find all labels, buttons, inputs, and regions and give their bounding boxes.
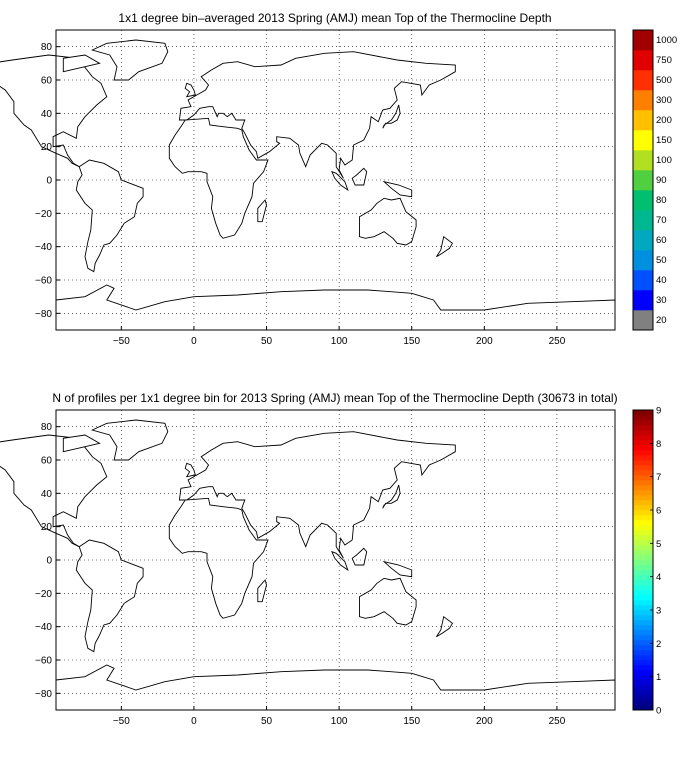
x-tick-label: −50 (113, 336, 130, 347)
colorbar-swatch (633, 50, 653, 71)
x-tick-label: 100 (331, 336, 348, 347)
colorbar-swatch (633, 310, 653, 331)
map-area (0, 30, 616, 331)
colorbar-label: 50 (656, 255, 667, 266)
y-tick-label: 60 (41, 76, 53, 87)
continent-outline (75, 159, 144, 273)
colorbar-swatch (633, 30, 653, 51)
colorbar-swatch (633, 290, 653, 311)
colorbar-label: 500 (656, 75, 672, 86)
colorbar-label: 750 (656, 55, 672, 66)
continent-outline (257, 199, 267, 223)
y-tick-label: 20 (41, 142, 53, 153)
continent-outline (184, 82, 196, 98)
colorbar-swatch (633, 130, 653, 151)
colorbar-label: 100 (656, 155, 672, 166)
colorbar-label: 60 (656, 235, 667, 246)
continent-outline (168, 117, 269, 239)
colorbar-label: 30 (656, 295, 667, 306)
colorbar-swatch (633, 90, 653, 111)
y-tick-label: 40 (41, 109, 53, 120)
y-tick-label: −60 (35, 276, 52, 287)
continent-outline (0, 54, 108, 168)
colorbar-swatch (633, 110, 653, 131)
continent-outline (331, 170, 349, 192)
chart-title: 1x1 degree bin–averaged 2013 Spring (AMJ… (118, 11, 551, 25)
colorbar-label: 90 (656, 175, 667, 186)
colorbar-label: 300 (656, 95, 672, 106)
panel-profile-count: N of profiles per 1x1 degree bin for 201… (0, 391, 661, 727)
continent-outline (382, 104, 401, 129)
y-tick-label: −80 (35, 309, 52, 320)
colorbar-swatch (633, 170, 653, 191)
colorbar-swatch (633, 250, 653, 271)
continent-outline (55, 284, 616, 331)
x-tick-label: 250 (549, 336, 566, 347)
continent-outline (382, 180, 413, 198)
continent-outline (359, 197, 417, 246)
colorbar-swatch (633, 230, 653, 251)
colorbar-swatch (633, 190, 653, 211)
colorbar-label: 150 (656, 135, 672, 146)
continent-outline (62, 54, 101, 73)
y-tick-label: −40 (35, 242, 52, 253)
colorbar-label: 40 (656, 275, 667, 286)
x-tick-label: 0 (191, 336, 197, 347)
x-tick-label: 50 (261, 336, 273, 347)
x-tick-label: 150 (403, 336, 420, 347)
colorbar-frame (632, 29, 654, 331)
colorbar-label: 1000 (656, 35, 677, 46)
chart-title: N of profiles per 1x1 degree bin for 201… (52, 391, 617, 405)
colorbar: 20 30 40 50 60 70 80 90 100 150 200 300 500 750 1000 (632, 29, 677, 331)
continent-outline (91, 39, 169, 81)
continent-outline (351, 167, 368, 186)
y-tick-label: 80 (41, 42, 53, 53)
colorbar-swatch (633, 270, 653, 291)
colorbar-label: 200 (656, 115, 672, 126)
panel-depth: 1x1 degree bin–averaged 2013 Spring (AMJ… (0, 11, 677, 347)
colorbar-label: 80 (656, 195, 667, 206)
continent-outline (178, 51, 456, 179)
y-tick-label: 0 (46, 176, 52, 187)
colorbar-swatch (633, 210, 653, 231)
colorbar-label: 20 (656, 315, 667, 326)
y-tick-label: −20 (35, 209, 52, 220)
colorbar-swatch (633, 150, 653, 171)
colorbar-swatch (633, 70, 653, 91)
colorbar-label: 70 (656, 215, 667, 226)
x-tick-label: 200 (476, 336, 493, 347)
